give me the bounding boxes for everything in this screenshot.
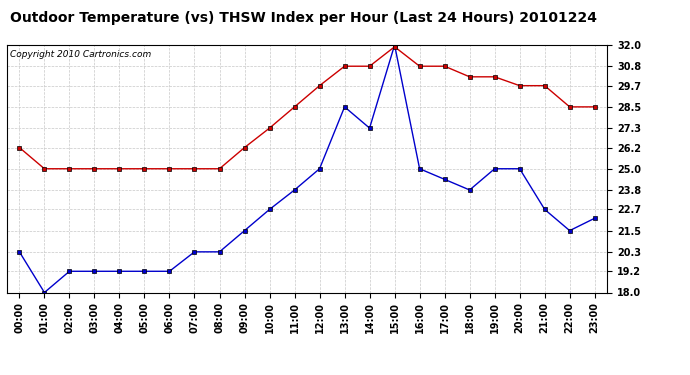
- Text: Copyright 2010 Cartronics.com: Copyright 2010 Cartronics.com: [10, 50, 151, 59]
- Text: Outdoor Temperature (vs) THSW Index per Hour (Last 24 Hours) 20101224: Outdoor Temperature (vs) THSW Index per …: [10, 11, 597, 25]
